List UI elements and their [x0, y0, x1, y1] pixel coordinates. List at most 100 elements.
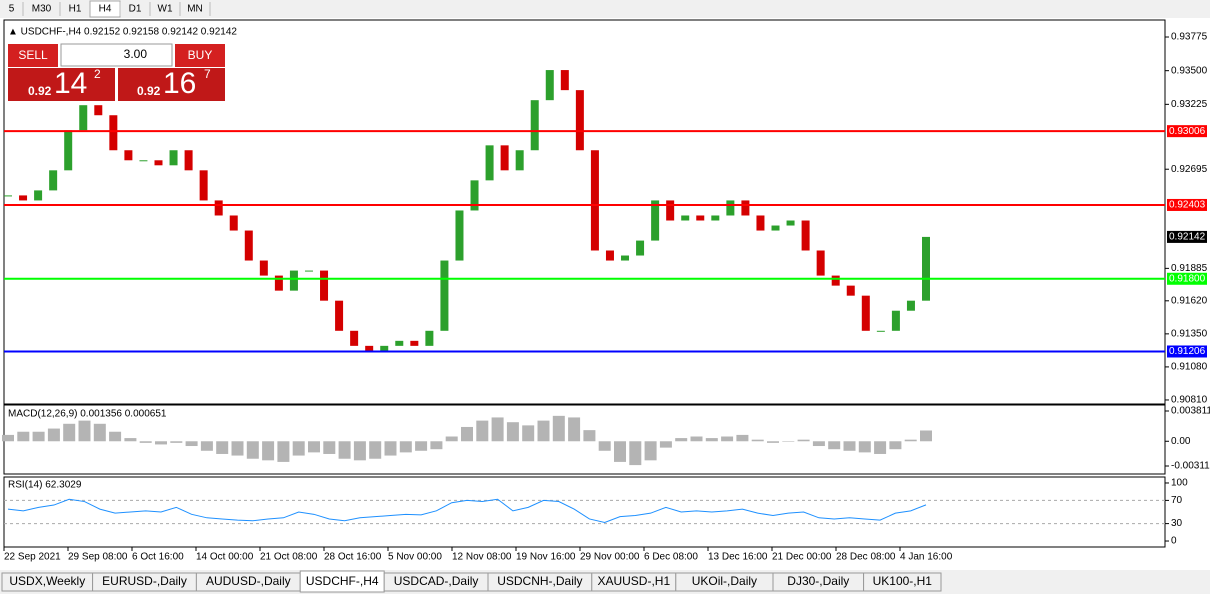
y-tick-label: 0.93775	[1171, 32, 1208, 43]
tab-label[interactable]: USDCNH-,Daily	[497, 574, 582, 588]
candle	[816, 250, 825, 276]
macd-bar	[353, 441, 366, 461]
tab-label[interactable]: USDX,Weekly	[9, 574, 85, 588]
candle	[575, 90, 584, 151]
candle	[666, 200, 675, 221]
x-tick-label: 22 Sep 2021	[4, 552, 61, 563]
main-pane	[3, 19, 1166, 405]
x-tick-label: 21 Oct 08:00	[260, 552, 318, 563]
buy-price-box[interactable]	[118, 68, 225, 101]
macd-bar	[338, 441, 351, 459]
candle	[545, 70, 554, 101]
rsi-line	[7, 498, 927, 523]
buy-price-big: 0.92	[137, 84, 161, 98]
sell-price-box[interactable]	[8, 68, 115, 101]
y-tick-label: 0.92695	[1171, 164, 1208, 175]
macd-bar	[659, 441, 672, 448]
tab-label[interactable]: UKOil-,Daily	[692, 574, 757, 588]
candle	[184, 150, 193, 171]
macd-bar	[384, 441, 397, 456]
candle	[590, 150, 599, 251]
candle	[455, 210, 464, 261]
candle	[621, 255, 630, 261]
candle	[861, 295, 870, 331]
tab-label[interactable]: AUDUSD-,Daily	[206, 574, 291, 588]
x-tick-label: 29 Nov 00:00	[580, 552, 640, 563]
buy-label: BUY	[188, 48, 213, 62]
macd-bar	[476, 420, 489, 442]
candle	[94, 105, 103, 116]
tab-label[interactable]: USDCAD-,Daily	[394, 574, 479, 588]
timeframe-button[interactable]: H4	[99, 4, 112, 15]
macd-bar	[47, 428, 60, 442]
candle	[259, 260, 268, 276]
candle	[214, 200, 223, 216]
candle	[425, 330, 434, 346]
candle	[831, 275, 840, 286]
candle	[244, 230, 253, 261]
tab-label[interactable]: EURUSD-,Daily	[102, 574, 187, 588]
timeframe-button[interactable]: 5	[9, 4, 15, 15]
buy-button[interactable]	[175, 44, 225, 67]
candle	[651, 200, 660, 241]
x-tick-label: 29 Sep 08:00	[68, 552, 128, 563]
y-tick-label: 0.91350	[1171, 328, 1208, 339]
candle	[335, 300, 344, 331]
toolbar	[0, 0, 1210, 18]
candle	[79, 105, 88, 131]
candle	[470, 180, 479, 211]
tab-label[interactable]: UK100-,H1	[873, 574, 933, 588]
candle	[922, 236, 930, 301]
lot-input[interactable]	[60, 43, 173, 67]
timeframe-button[interactable]: H1	[69, 4, 82, 15]
sell-button[interactable]	[8, 44, 58, 67]
tab-label[interactable]: XAUUSD-,H1	[597, 574, 670, 588]
macd-bar	[675, 438, 688, 442]
candle	[440, 260, 449, 331]
macd-bar	[17, 431, 30, 442]
candle	[365, 345, 374, 351]
chart-header: ▲ USDCHF-,H4 0.92152 0.92158 0.92142 0.9…	[8, 27, 237, 38]
timeframe-button[interactable]: MN	[187, 4, 203, 15]
candle	[229, 215, 238, 231]
macd-bar	[246, 441, 259, 459]
macd-bar	[690, 436, 703, 442]
candle	[350, 330, 359, 346]
macd-bar	[782, 441, 795, 442]
macd-bar	[736, 434, 749, 442]
y-tick-label: 0.91885	[1171, 263, 1208, 274]
candle	[636, 240, 645, 256]
candle	[500, 145, 509, 171]
candle	[906, 300, 915, 311]
macd-bar	[583, 430, 596, 442]
y-tick-label: 0	[1171, 536, 1177, 547]
level-label: 0.92403	[1169, 200, 1206, 211]
macd-bar	[491, 417, 504, 442]
macd-bar	[216, 441, 229, 454]
tab-label[interactable]: USDCHF-,H4	[306, 574, 379, 588]
level-label-bg	[1167, 125, 1207, 138]
candle	[34, 190, 43, 201]
timeframe-button[interactable]: W1	[158, 4, 173, 15]
level-label-bg	[1167, 272, 1207, 285]
candle	[124, 150, 133, 161]
x-tick-label: 28 Dec 08:00	[836, 552, 896, 563]
macd-bar	[552, 415, 565, 442]
buy-price-main: 16	[163, 67, 196, 100]
candle	[681, 215, 690, 221]
timeframe-button[interactable]: D1	[129, 4, 142, 15]
macd-bar	[292, 441, 305, 456]
sell-price-frac: 2	[94, 67, 101, 81]
tab[interactable]	[863, 572, 942, 592]
candle	[515, 150, 524, 171]
sell-price-main: 14	[54, 67, 87, 100]
timeframe-button[interactable]: M30	[32, 4, 52, 15]
tab-label[interactable]: DJ30-,Daily	[787, 574, 849, 588]
candle	[560, 70, 569, 91]
macd-bar	[63, 423, 76, 442]
macd-bar	[461, 426, 473, 442]
macd-bar	[568, 417, 581, 442]
candle	[4, 195, 12, 197]
sell-label: SELL	[18, 48, 48, 62]
candle	[485, 145, 494, 181]
